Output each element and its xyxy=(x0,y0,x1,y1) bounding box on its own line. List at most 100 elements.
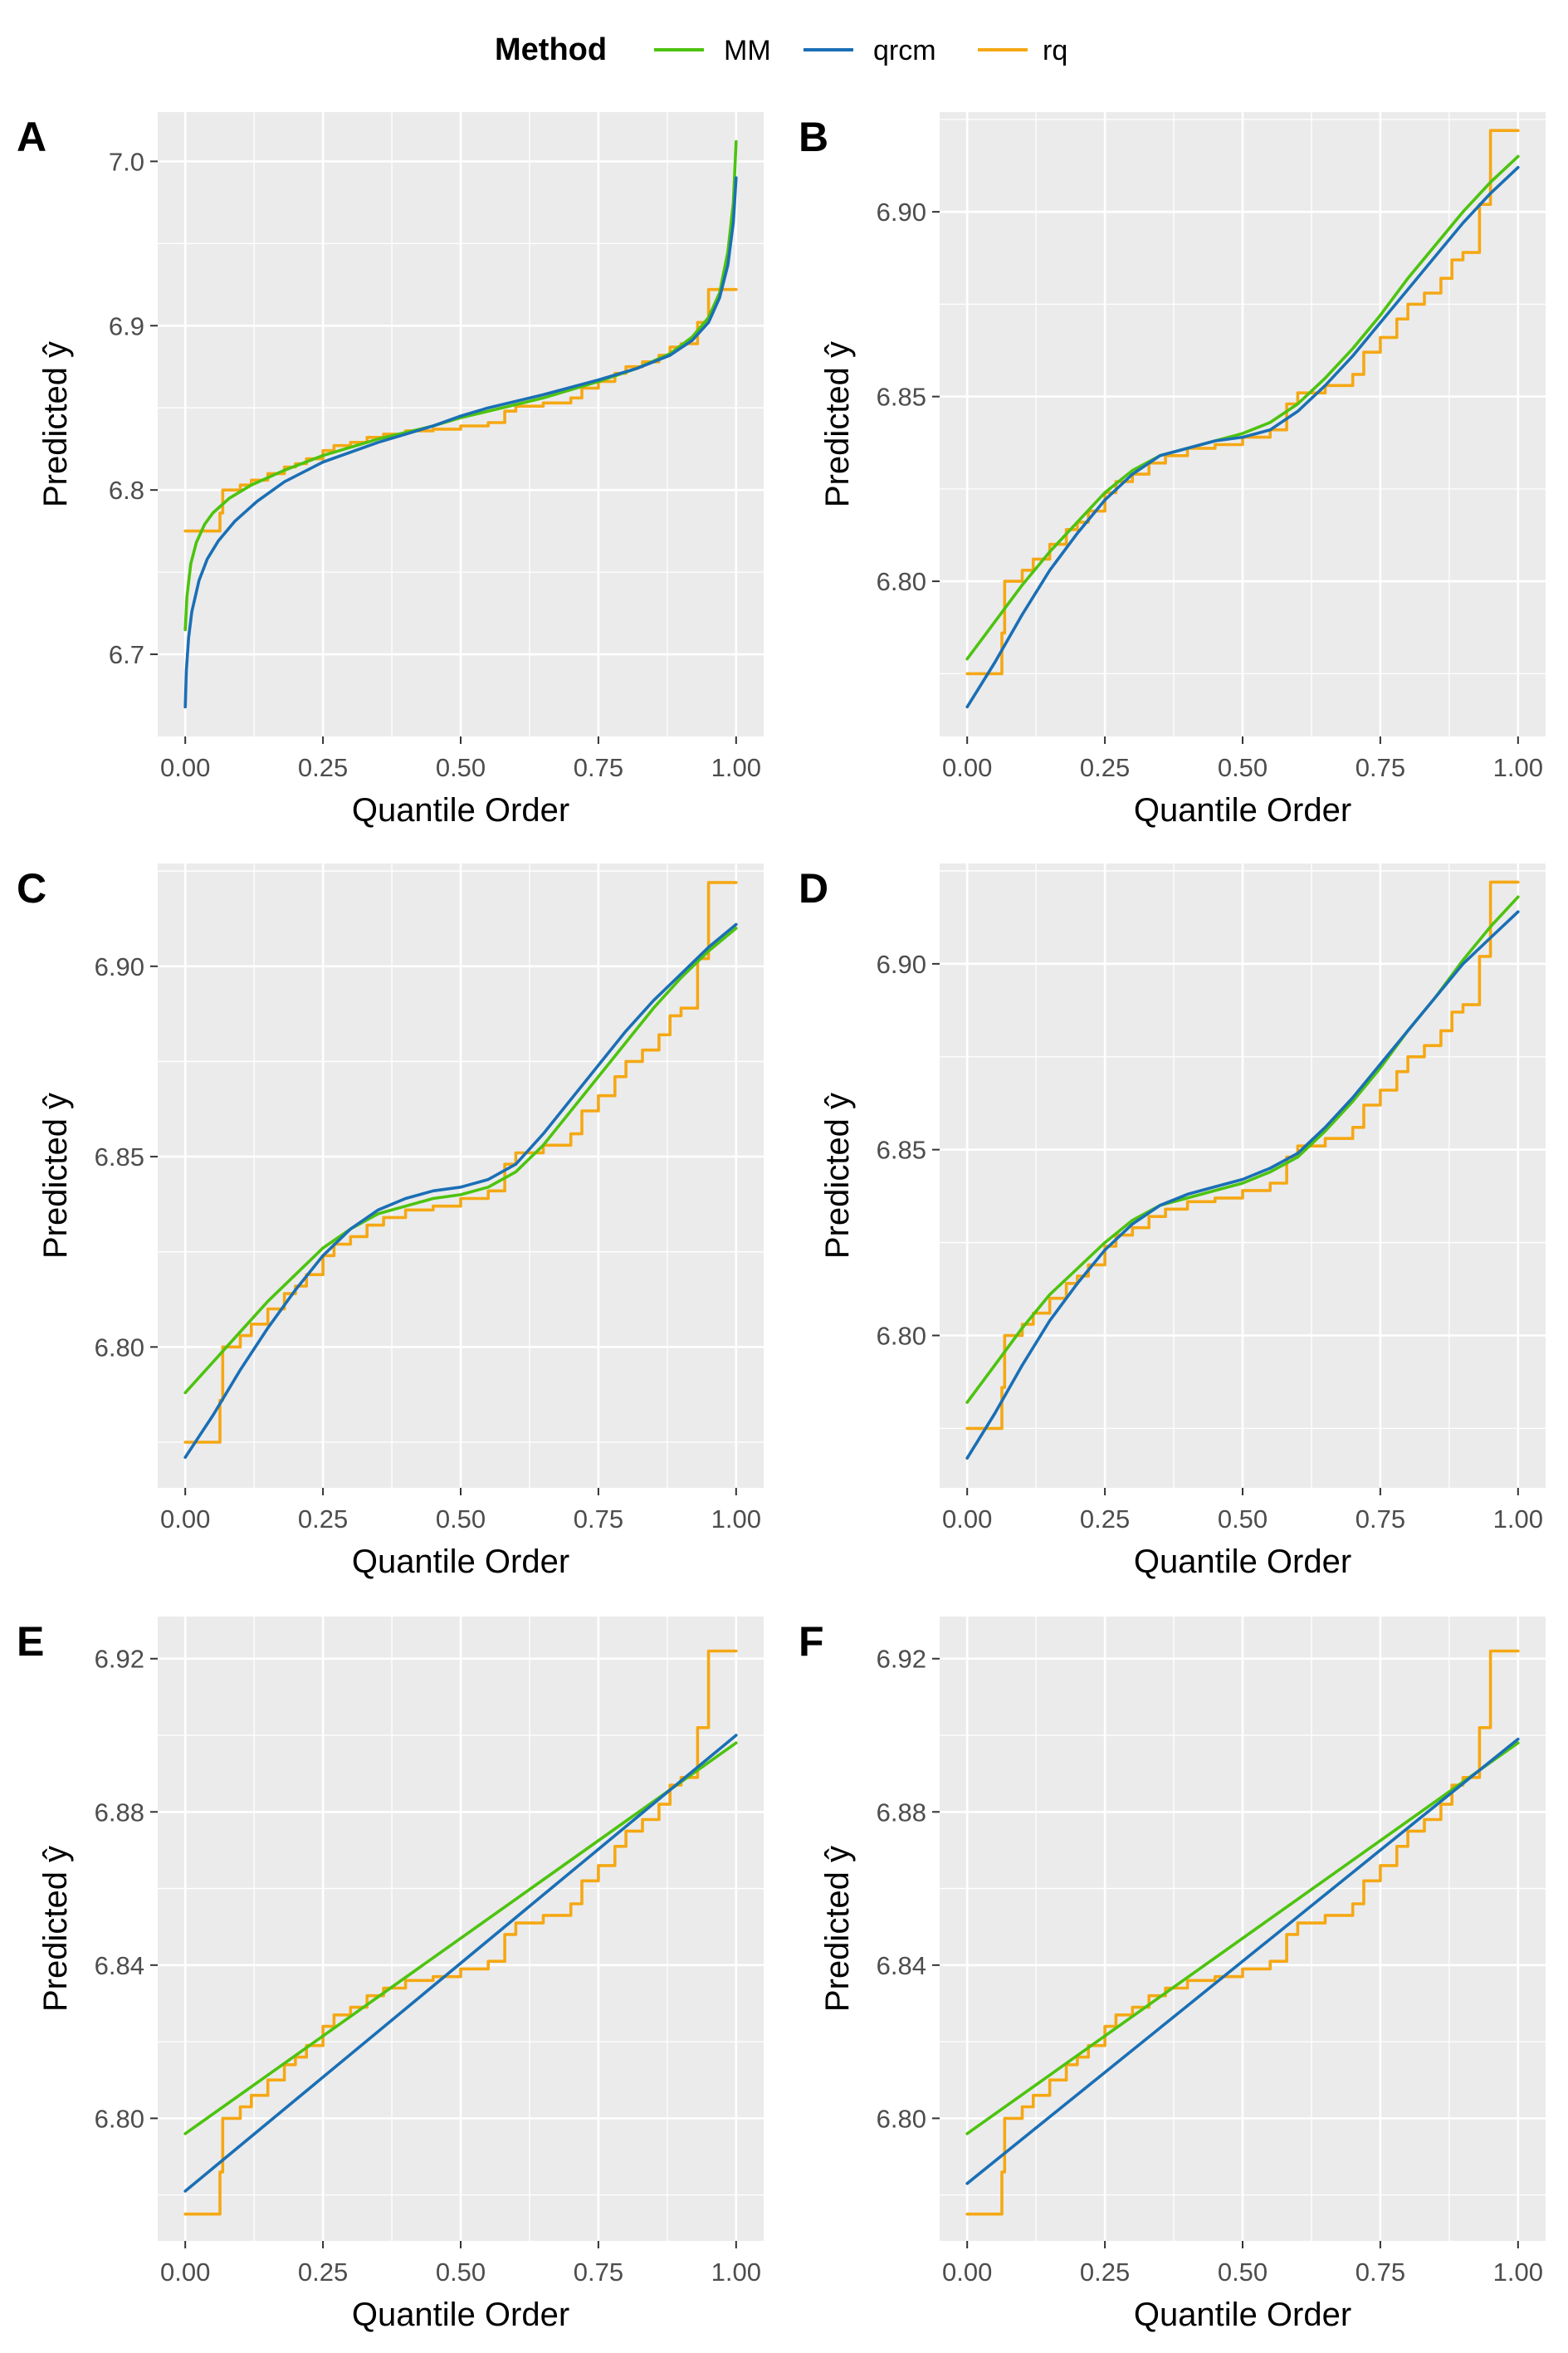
x-tick-label: 1.00 xyxy=(1493,1504,1543,1534)
series-line-mm-b xyxy=(965,154,1520,661)
y-axis-title: Predicted ŷ xyxy=(37,341,74,507)
panel-f: 0.00 0.25 0.50 0.75 1.00 6.80 6.84 6.88 6.92 Quan… xyxy=(799,1617,1546,2333)
x-tick-label: 0.75 xyxy=(574,753,623,782)
y-tick-label: 6.92 xyxy=(95,1645,144,1674)
x-axis-title: Quantile Order xyxy=(352,2297,569,2333)
y-hat-symbol: ŷ xyxy=(819,1093,856,1109)
x-tick-label: 0.75 xyxy=(1356,1504,1405,1534)
x-tick-label: 1.00 xyxy=(1493,753,1543,782)
x-tick-label: 1.00 xyxy=(711,2258,761,2287)
y-tick-label: 6.7 xyxy=(109,640,144,669)
x-tick-label: 1.00 xyxy=(711,753,761,782)
series-line-mm-f xyxy=(965,1741,1520,2135)
y-tick-label: 6.92 xyxy=(877,1645,926,1674)
y-tick-label: 6.90 xyxy=(95,952,144,981)
x-axis-title: Quantile Order xyxy=(352,792,569,829)
series-line-qrcm-c xyxy=(183,922,738,1460)
y-tick-label: 6.9 xyxy=(109,311,144,340)
y-axis-title: Predicted ŷ xyxy=(819,1093,856,1259)
x-tick-label: 0.50 xyxy=(1218,1504,1268,1534)
y-tick-label: 6.88 xyxy=(877,1798,926,1827)
y-hat-symbol: ŷ xyxy=(819,341,856,358)
legend: Method MM qrcm rq xyxy=(495,32,1067,67)
x-tick-label: 0.75 xyxy=(1356,753,1405,782)
x-tick-label: 0.00 xyxy=(942,1504,992,1534)
panel-tag-f: F xyxy=(799,1618,824,1665)
x-tick-label: 0.00 xyxy=(160,753,210,782)
x-tick-label: 0.75 xyxy=(574,2258,623,2287)
legend-title: Method xyxy=(495,32,607,67)
panel-d: 0.00 0.25 0.50 0.75 1.00 6.80 6.85 6.90 Quantile… xyxy=(799,863,1546,1580)
x-tick-label: 0.50 xyxy=(436,1504,486,1534)
y-tick-label: 6.90 xyxy=(877,950,926,979)
series-line-rq-e xyxy=(183,1649,738,2216)
x-tick-label: 1.00 xyxy=(1493,2258,1543,2287)
y-tick-label: 6.80 xyxy=(95,2104,144,2133)
panel-tag-a: A xyxy=(17,114,46,160)
panel-tag-b: B xyxy=(799,114,828,160)
series-line-rq-c xyxy=(183,881,738,1444)
y-tick-label: 6.88 xyxy=(95,1798,144,1827)
x-tick-label: 0.25 xyxy=(298,753,348,782)
legend-label-rq: rq xyxy=(1043,35,1067,66)
panels: 0.00 0.25 0.50 0.75 1.00 6.7 6.8 6.9 7.0 Quantile… xyxy=(17,112,1546,2333)
y-axis-title: Predicted ŷ xyxy=(37,1093,74,1259)
y-tick-label: 6.80 xyxy=(877,2104,926,2133)
panel-tag-c: C xyxy=(17,865,46,912)
series-line-rq-f xyxy=(965,1649,1520,2216)
y-hat-symbol: ŷ xyxy=(37,1846,74,1862)
series-line-mm-c xyxy=(183,927,738,1395)
series-line-qrcm-f xyxy=(965,1737,1520,2185)
series-line-rq-d xyxy=(965,880,1520,1431)
y-tick-label: 6.84 xyxy=(877,1951,926,1980)
panel-c: 0.00 0.25 0.50 0.75 1.00 6.80 6.85 6.90 Quantile… xyxy=(17,863,764,1580)
y-tick-label: 6.85 xyxy=(877,383,926,412)
x-tick-label: 0.00 xyxy=(942,753,992,782)
legend-label-mm: MM xyxy=(724,35,771,66)
y-tick-label: 6.84 xyxy=(95,1951,144,1980)
x-tick-label: 0.00 xyxy=(160,2258,210,2287)
panel-tag-d: D xyxy=(799,865,828,912)
x-tick-label: 0.25 xyxy=(1080,2258,1130,2287)
y-hat-symbol: ŷ xyxy=(819,1846,856,1862)
panel-e: 0.00 0.25 0.50 0.75 1.00 6.80 6.84 6.88 6.92 Quan… xyxy=(17,1617,764,2333)
x-tick-label: 0.75 xyxy=(1356,2258,1405,2287)
x-tick-label: 0.75 xyxy=(574,1504,623,1534)
x-tick-label: 0.50 xyxy=(1218,753,1268,782)
panel-b: 0.00 0.25 0.50 0.75 1.00 6.80 6.85 6.90 Quantile… xyxy=(799,112,1546,829)
series-line-qrcm-e xyxy=(183,1734,738,2193)
y-tick-label: 6.80 xyxy=(877,567,926,596)
series-line-mm-e xyxy=(183,1741,738,2135)
x-tick-label: 0.00 xyxy=(160,1504,210,1534)
x-axis-title: Quantile Order xyxy=(1134,1543,1351,1580)
y-tick-label: 6.80 xyxy=(95,1333,144,1362)
x-tick-label: 0.25 xyxy=(1080,753,1130,782)
y-axis-title: Predicted ŷ xyxy=(819,341,856,507)
legend-label-qrcm: qrcm xyxy=(873,35,936,66)
y-tick-label: 7.0 xyxy=(109,147,144,176)
series-line-qrcm-a xyxy=(183,176,738,709)
x-tick-label: 1.00 xyxy=(711,1504,761,1534)
x-axis-title: Quantile Order xyxy=(1134,2297,1351,2333)
series-line-qrcm-b xyxy=(965,165,1520,709)
x-tick-label: 0.00 xyxy=(942,2258,992,2287)
y-axis-title: Predicted ŷ xyxy=(819,1846,856,2012)
y-tick-label: 6.80 xyxy=(877,1321,926,1350)
x-tick-label: 0.50 xyxy=(1218,2258,1268,2287)
y-tick-label: 6.8 xyxy=(109,476,144,505)
panel-tag-e: E xyxy=(17,1618,44,1665)
x-tick-label: 0.25 xyxy=(298,1504,348,1534)
y-axis-title: Predicted ŷ xyxy=(37,1846,74,2012)
x-tick-label: 0.50 xyxy=(436,753,486,782)
panel-a: 0.00 0.25 0.50 0.75 1.00 6.7 6.8 6.9 7.0 Quantile… xyxy=(17,112,764,829)
y-tick-label: 6.85 xyxy=(95,1142,144,1172)
series-line-qrcm-d xyxy=(965,910,1520,1460)
x-axis-title: Quantile Order xyxy=(352,1543,569,1580)
x-tick-label: 0.50 xyxy=(436,2258,486,2287)
x-axis-title: Quantile Order xyxy=(1134,792,1351,829)
y-hat-symbol: ŷ xyxy=(37,341,74,358)
y-tick-label: 6.90 xyxy=(877,198,926,227)
x-tick-label: 0.25 xyxy=(298,2258,348,2287)
y-tick-label: 6.85 xyxy=(877,1136,926,1165)
